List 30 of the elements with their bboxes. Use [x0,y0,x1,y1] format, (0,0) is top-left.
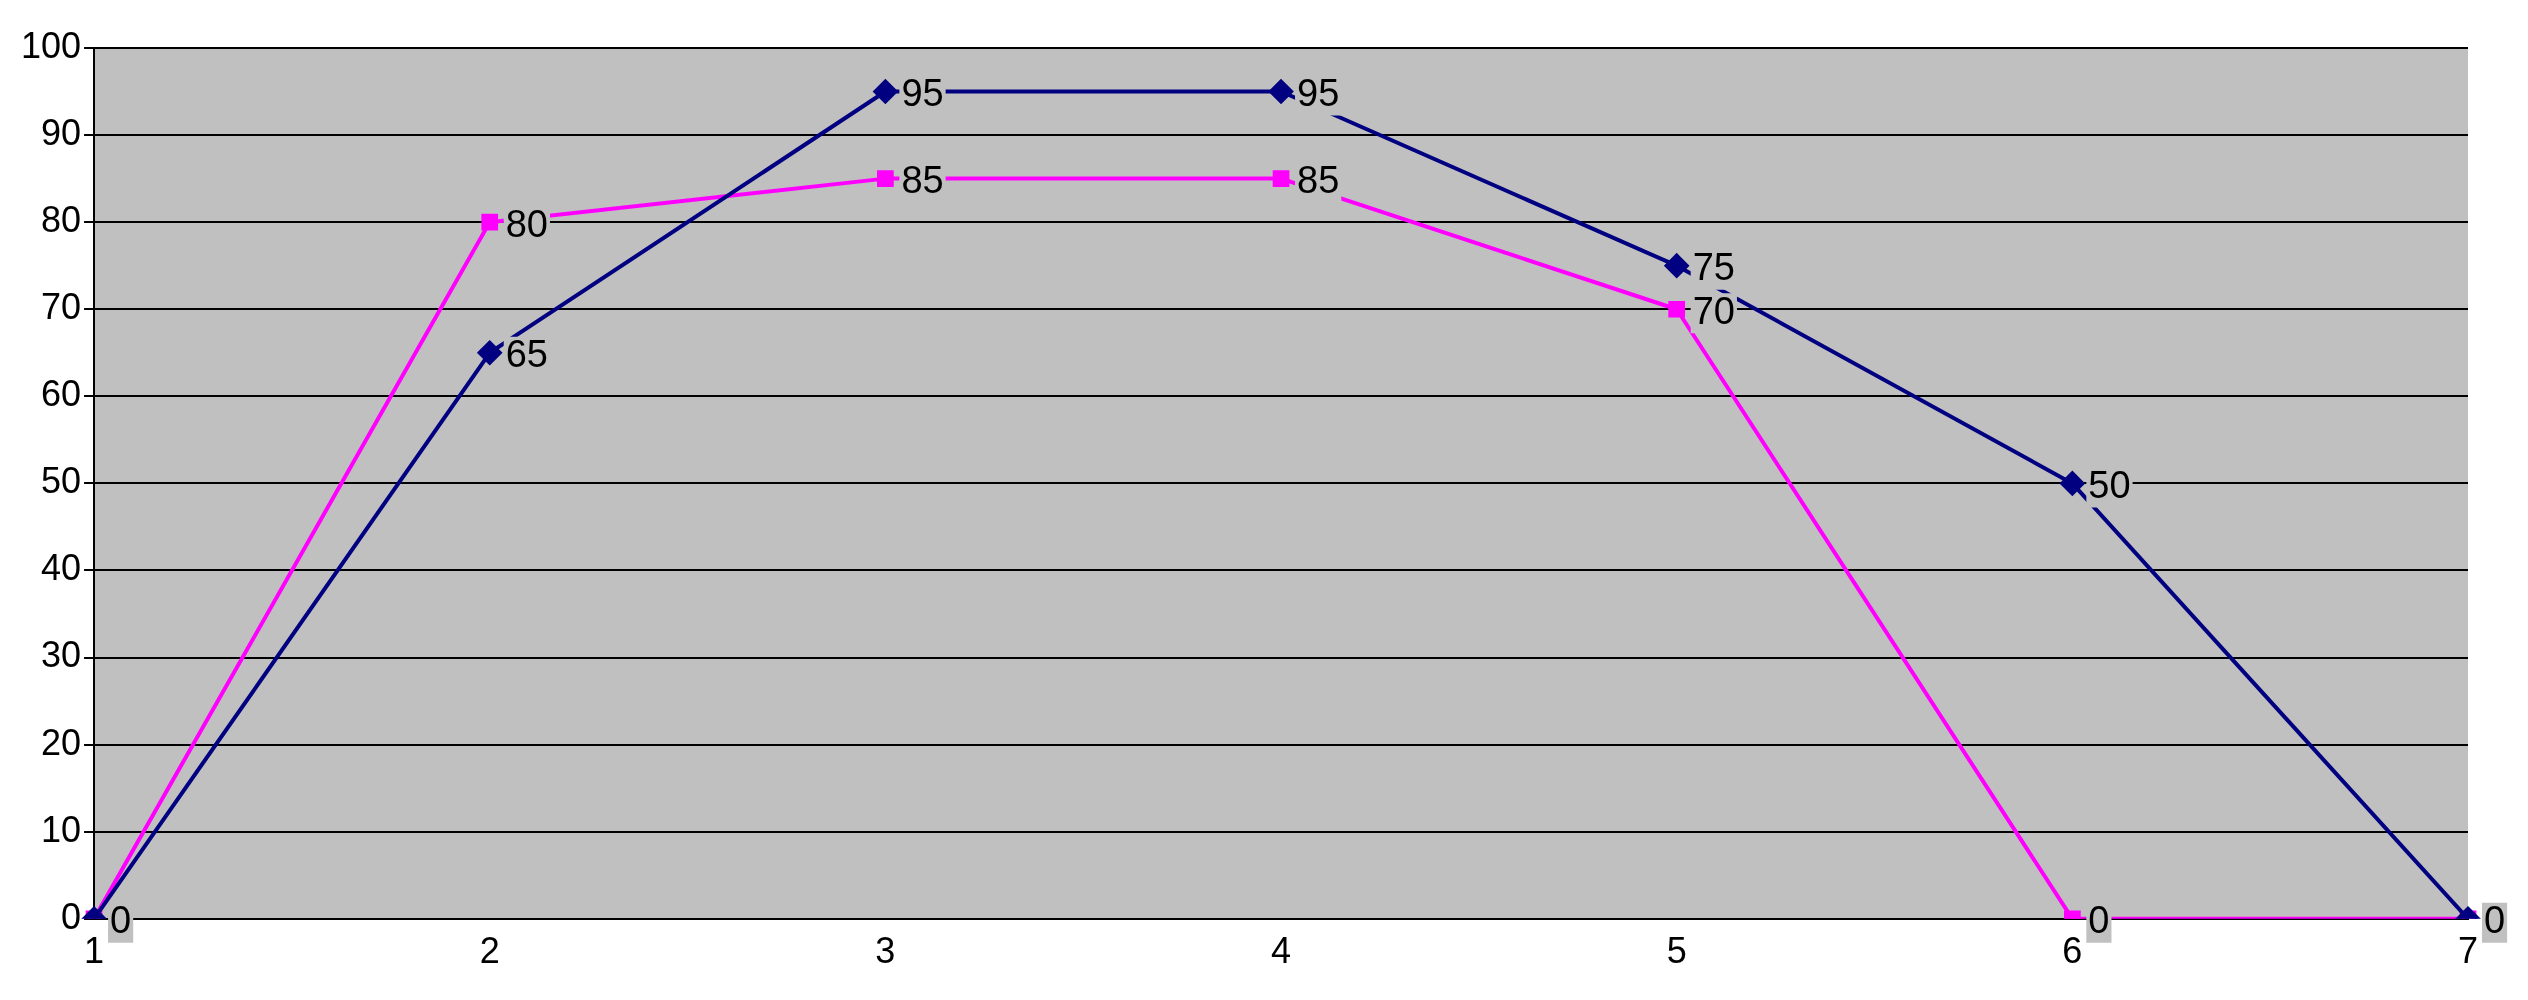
data-label: 75 [1692,246,1735,289]
data-label: 85 [1297,159,1340,202]
data-label: 95 [1297,72,1340,115]
data-label: 95 [901,72,944,115]
y-tick-label: 40 [41,547,82,589]
x-tick-label: 2 [479,930,500,972]
data-label: 65 [505,333,548,376]
data-label: 80 [505,202,548,245]
x-tick-label: 5 [1666,930,1687,972]
x-tick-label: 1 [84,930,105,972]
data-label: 0 [110,899,132,942]
data-label: 70 [1692,289,1735,332]
data-label: 0 [2484,899,2506,942]
y-tick-label: 0 [61,895,82,937]
x-tick-label: 6 [2062,930,2083,972]
data-label: 85 [901,159,944,202]
x-tick-label: 3 [875,930,896,972]
y-tick-label: 60 [41,373,82,415]
y-tick-label: 30 [41,634,82,676]
y-tick-label: 50 [41,460,82,502]
y-tick-label: 10 [41,808,82,850]
x-tick-label: 4 [1271,930,1292,972]
y-tick-label: 70 [41,286,82,328]
y-tick-label: 20 [41,721,82,763]
y-tick-label: 100 [20,24,82,66]
x-tick-label: 7 [2457,930,2479,972]
y-tick-label: 80 [41,199,82,241]
data-label: 0 [2088,899,2110,942]
data-label: 50 [2088,463,2131,506]
y-tick-label: 90 [41,112,82,153]
